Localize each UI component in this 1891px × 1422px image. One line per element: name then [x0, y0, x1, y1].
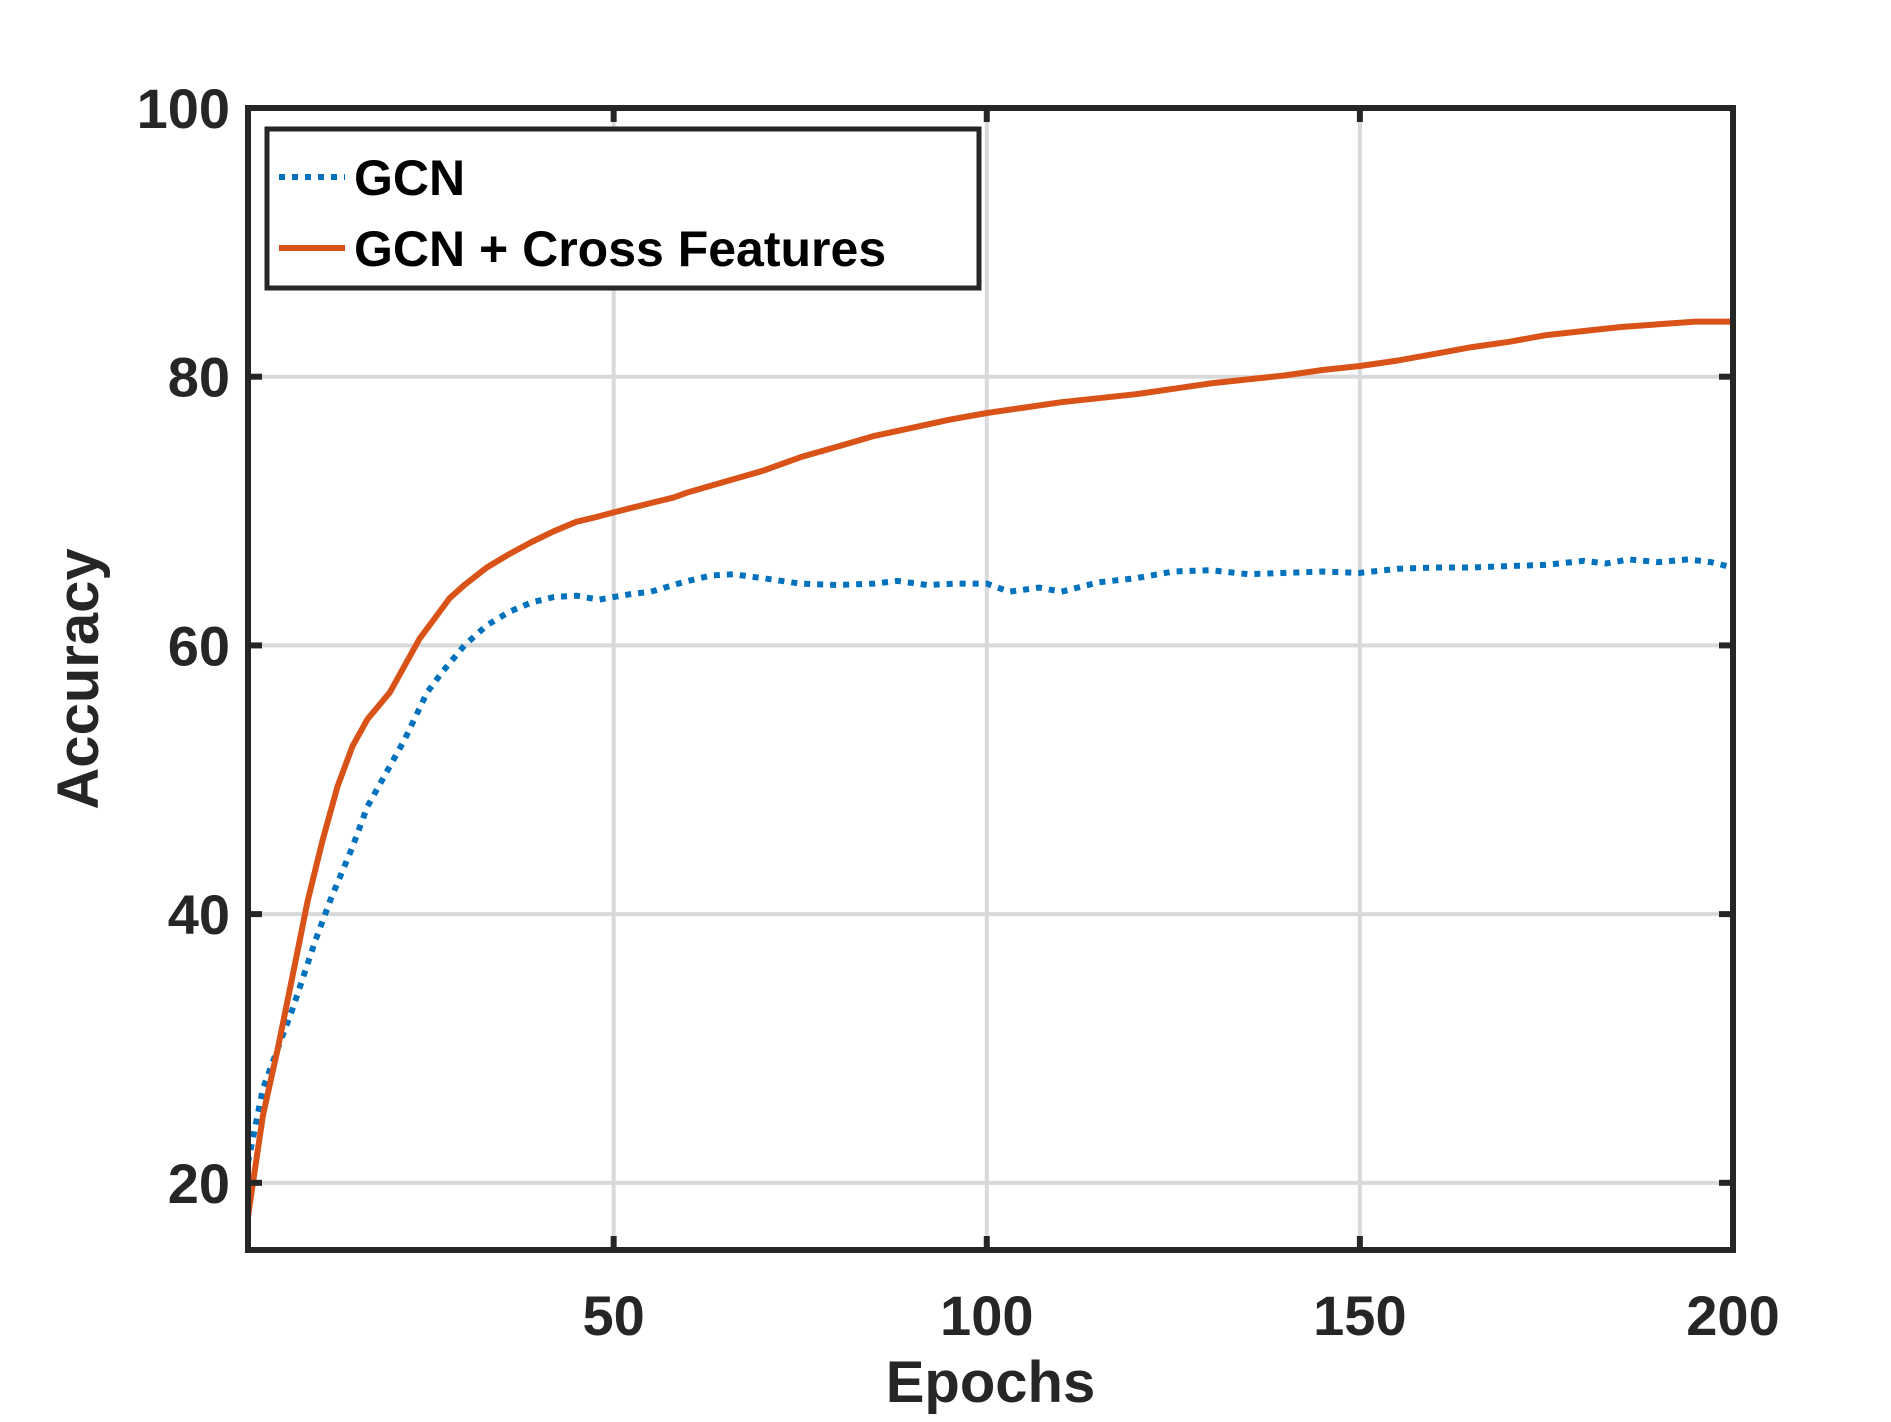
- y-tick-label: 60: [168, 614, 230, 677]
- y-axis-label: Accuracy: [46, 548, 111, 809]
- series-lines: [245, 318, 1734, 1217]
- legend: GCN GCN + Cross Features: [264, 126, 982, 291]
- plot-area-border: [245, 105, 1736, 1253]
- y-tick-label: 40: [168, 883, 230, 946]
- x-tick-label: 200: [1686, 1284, 1779, 1347]
- legend-box: [264, 126, 982, 291]
- legend-label-gcn: GCN: [354, 150, 465, 206]
- axis-ticks: 50 100 150 200 20 40 60 80 100: [137, 77, 1780, 1347]
- y-tick-label: 100: [137, 77, 230, 140]
- series-line-gcn-cross-features: [245, 318, 1733, 1217]
- x-tick-label: 100: [940, 1284, 1033, 1347]
- y-tick-label: 80: [168, 346, 230, 409]
- y-tick-label: 20: [168, 1152, 230, 1215]
- x-tick-label: 50: [583, 1284, 645, 1347]
- legend-label-gcn-cross-features: GCN + Cross Features: [354, 221, 886, 277]
- x-tick-label: 150: [1313, 1284, 1406, 1347]
- series-line-gcn: [245, 556, 1734, 1164]
- x-axis-label: Epochs: [886, 1350, 1096, 1415]
